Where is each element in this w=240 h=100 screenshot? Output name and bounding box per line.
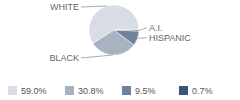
leader-line (138, 37, 147, 39)
legend-label: 0.7% (192, 86, 213, 96)
legend-item: 9.5% (122, 86, 156, 96)
leader-line (81, 55, 113, 58)
chart: WHITE BLACK HISPANICA.I. 59.0% 30.8% 9.5% 0.7% (0, 0, 240, 100)
legend: 59.0% 30.8% 9.5% 0.7% (8, 86, 213, 96)
legend-swatch (122, 86, 131, 95)
legend-item: 0.7% (179, 86, 213, 96)
pie-slice (114, 30, 139, 31)
legend-swatch (8, 86, 17, 95)
slice-label: BLACK (49, 53, 79, 63)
slice-label: A.I. (149, 23, 163, 33)
slice-label: HISPANIC (149, 33, 191, 43)
pie (89, 5, 139, 55)
legend-label: 59.0% (21, 86, 47, 96)
legend-label: 30.8% (78, 86, 104, 96)
slice-label: WHITE (50, 2, 79, 12)
legend-label: 9.5% (135, 86, 156, 96)
leader-line (139, 28, 147, 31)
legend-swatch (65, 86, 74, 95)
pie-slice (114, 30, 139, 45)
legend-swatch (179, 86, 188, 95)
legend-item: 30.8% (65, 86, 104, 96)
legend-item: 59.0% (8, 86, 47, 96)
leader-line (81, 6, 107, 7)
